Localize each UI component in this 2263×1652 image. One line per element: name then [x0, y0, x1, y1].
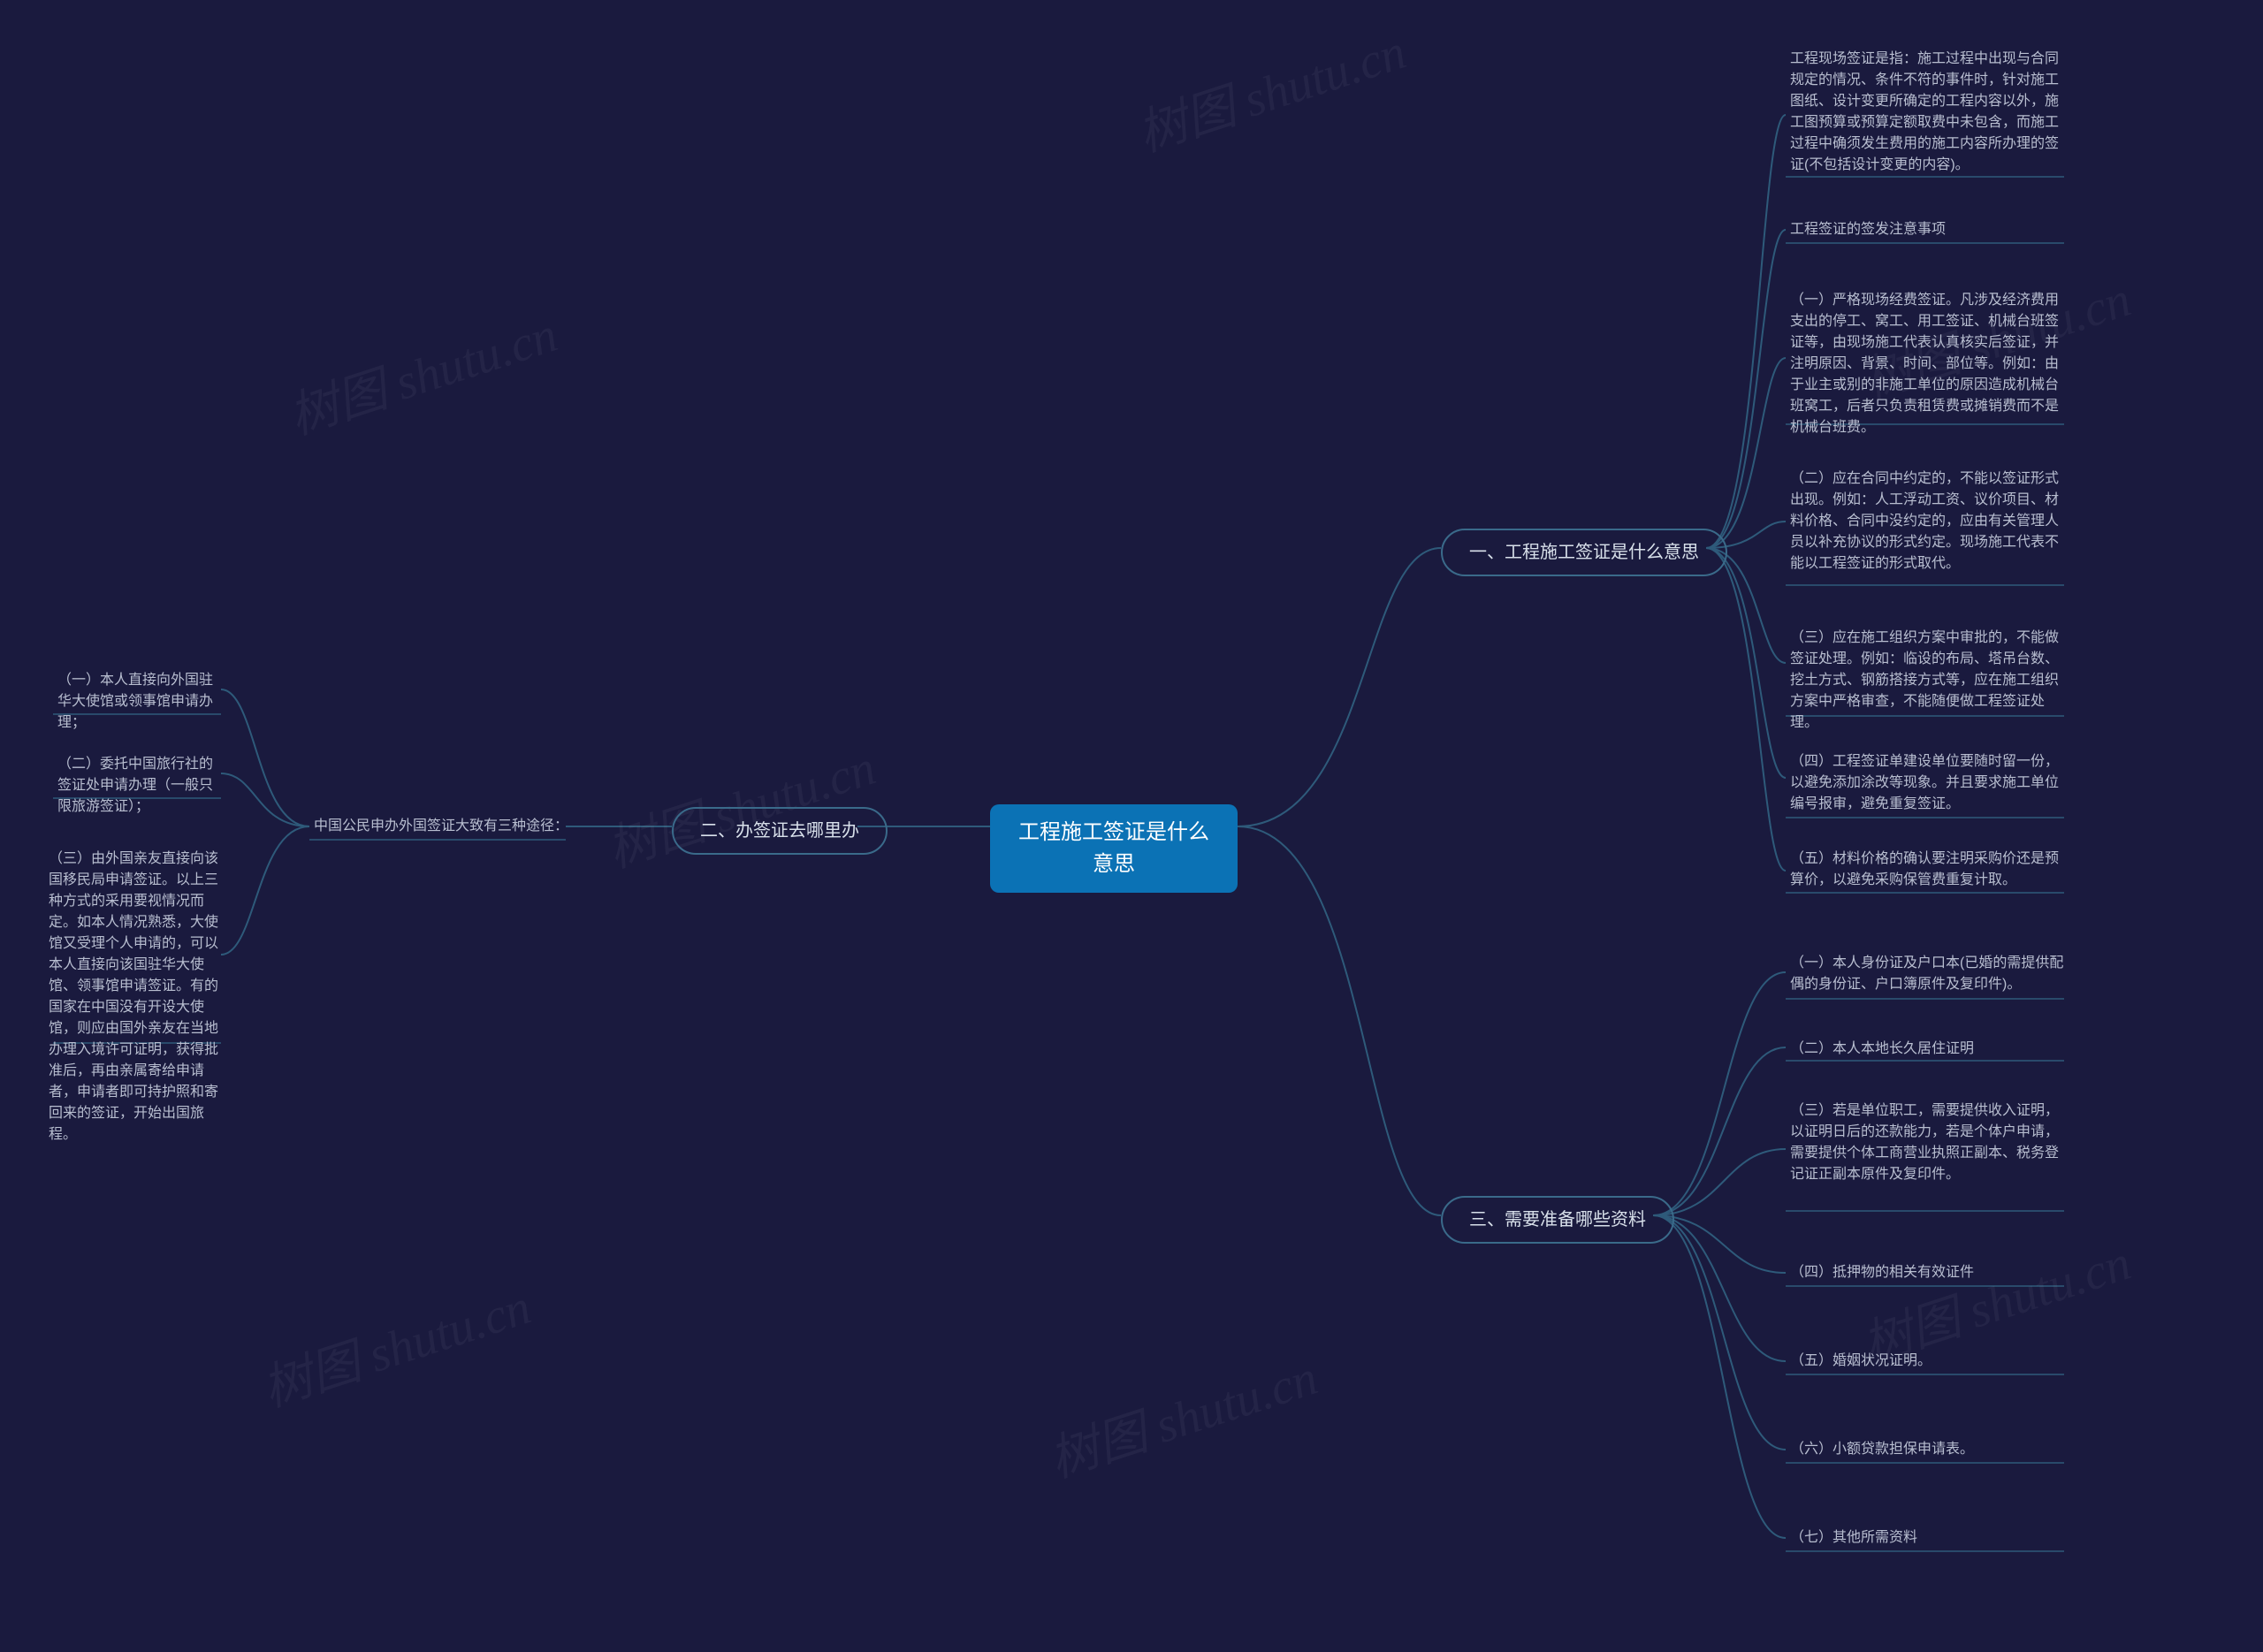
branch-1-leaf-1: 工程现场签证是指：施工过程中出现与合同规定的情况、条件不符的事件时，针对施工图纸…: [1790, 49, 2064, 179]
branch-3-leaf-4: （四）抵押物的相关有效证件: [1790, 1262, 1974, 1287]
watermark: 树图 shutu.cn: [278, 294, 565, 448]
branch-1-leaf-5: （三）应在施工组织方案中审批的，不能做签证处理。例如：临设的布局、塔吊台数、挖土…: [1790, 628, 2064, 737]
branch-3[interactable]: 三、需要准备哪些资料: [1441, 1196, 1674, 1244]
branch-2-leaf-1: （一）本人直接向外国驻华大使馆或领事馆申请办理；: [57, 670, 221, 737]
watermark: 树图 shutu.cn: [252, 1267, 538, 1420]
branch-2-leaf-2: （二）委托中国旅行社的签证处申请办理（一般只限旅游签证）；: [57, 754, 221, 821]
branch-2[interactable]: 二、办签证去哪里办: [672, 807, 888, 855]
watermark: 树图 shutu.cn: [597, 727, 883, 881]
branch-2-sub: 中国公民申办外国签证大致有三种途径：: [314, 816, 568, 837]
branch-1[interactable]: 一、工程施工签证是什么意思: [1441, 529, 1727, 576]
branch-1-leaf-7: （五）材料价格的确认要注明采购价还是预算价，以避免采购保管费重复计取。: [1790, 849, 2064, 895]
branch-3-leaf-5: （五）婚姻状况证明。: [1790, 1351, 1932, 1375]
watermark: 树图 shutu.cn: [1127, 11, 1413, 165]
branch-1-leaf-3: （一）严格现场经费签证。凡涉及经济费用支出的停工、窝工、用工签证、机械台班签证等…: [1790, 290, 2064, 442]
branch-1-leaf-2: 工程签证的签发注意事项: [1790, 219, 1946, 244]
branch-3-leaf-7: （七）其他所需资料: [1790, 1527, 1917, 1552]
branch-3-leaf-6: （六）小额贷款担保申请表。: [1790, 1439, 1974, 1464]
branch-2-leaf-3: （三）由外国亲友直接向该国移民局申请签证。以上三种方式的采用要视情况而定。如本人…: [49, 849, 221, 1149]
branch-1-leaf-6: （四）工程签证单建设单位要随时留一份，以避免添加涂改等现象。并且要求施工单位编号…: [1790, 751, 2064, 818]
branch-3-leaf-1: （一）本人身份证及户口本(已婚的需提供配偶的身份证、户口簿原件及复印件)。: [1790, 953, 2064, 999]
branch-1-leaf-4: （二）应在合同中约定的，不能以签证形式出现。例如：人工浮动工资、议价项目、材料价…: [1790, 468, 2064, 578]
branch-3-leaf-2: （二）本人本地长久居住证明: [1790, 1039, 1974, 1063]
center-node[interactable]: 工程施工签证是什么意思: [990, 804, 1238, 893]
watermark: 树图 shutu.cn: [1039, 1337, 1325, 1491]
branch-3-leaf-3: （三）若是单位职工，需要提供收入证明，以证明日后的还款能力，若是个体户申请，需要…: [1790, 1100, 2064, 1189]
